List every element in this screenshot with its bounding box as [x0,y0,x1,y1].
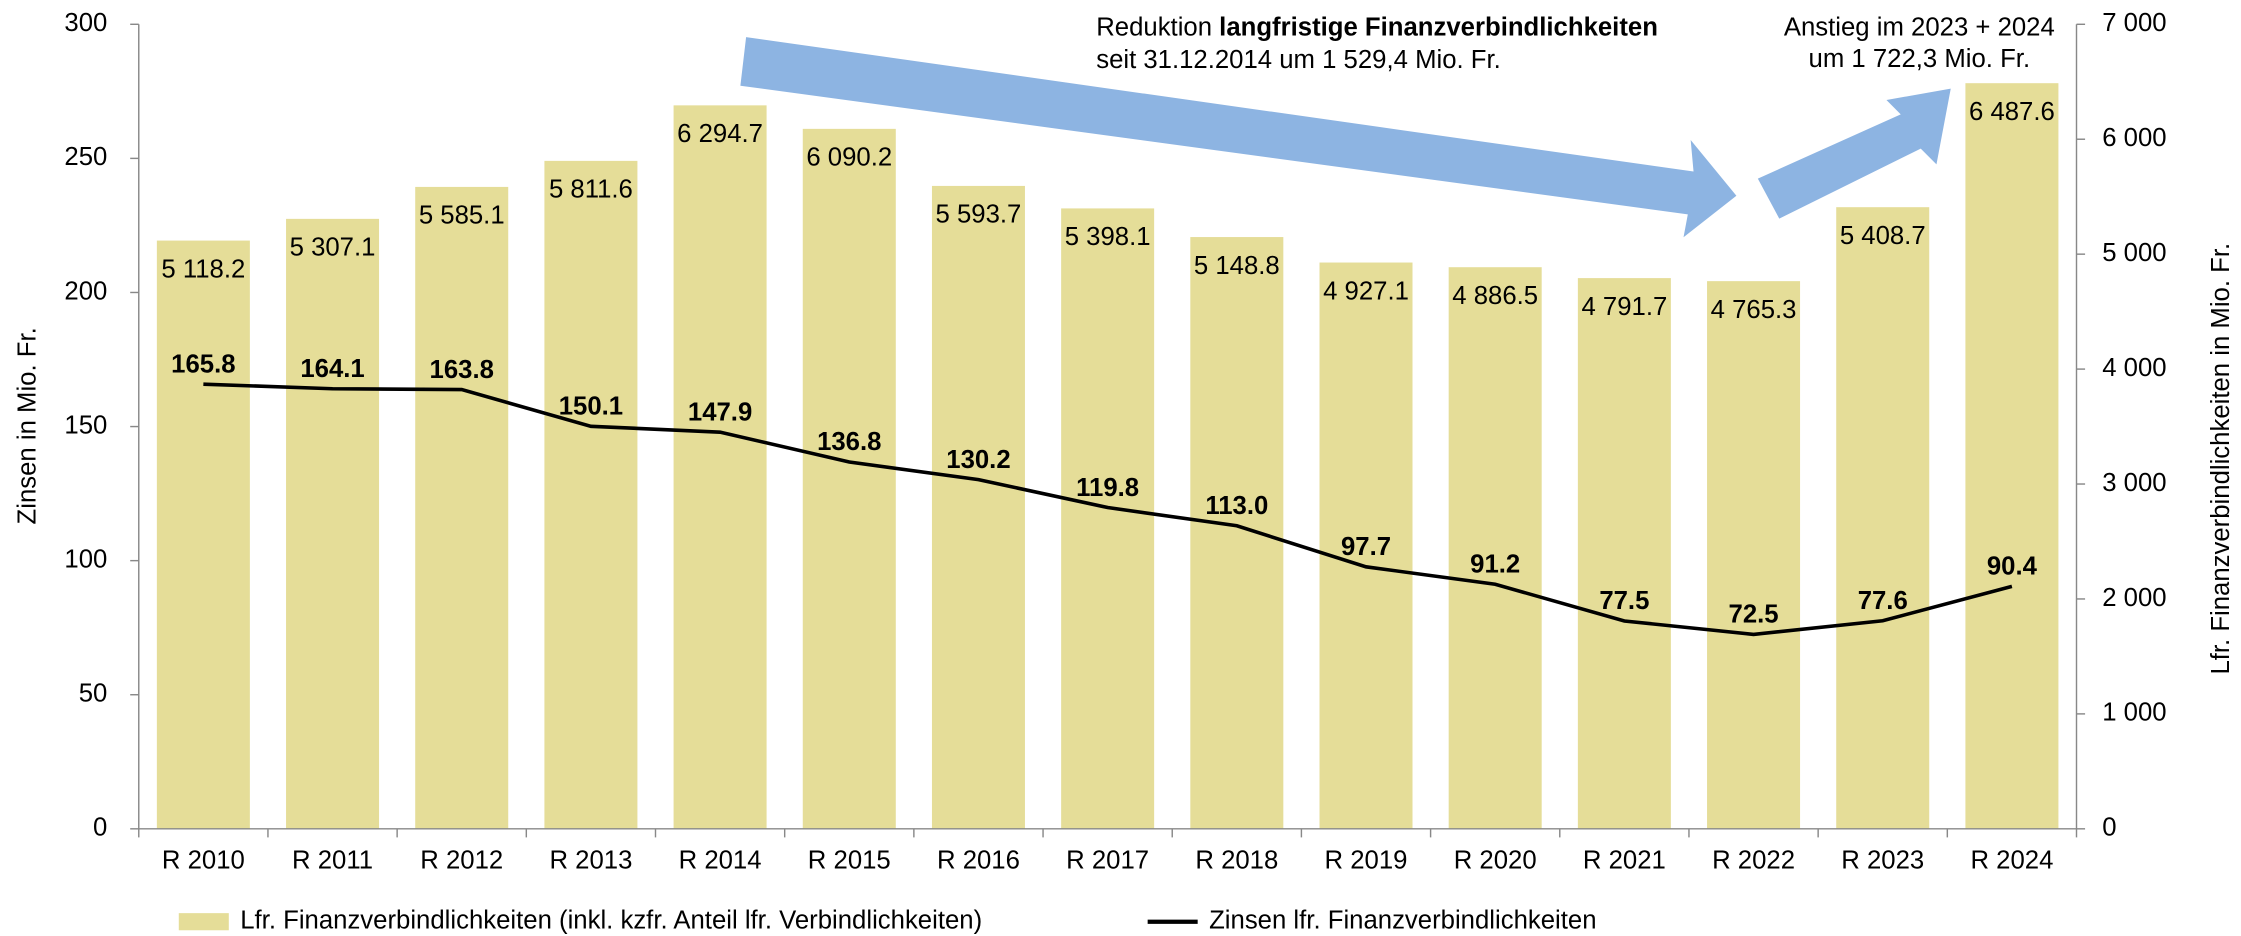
y2-tick-label: 2 000 [2102,584,2166,612]
x-tick-label: R 2016 [937,846,1020,874]
bar-value-label: 5 811.6 [549,176,633,204]
y-tick-label: 100 [64,545,107,573]
x-tick-label: R 2020 [1454,846,1537,874]
y-tick-label: 0 [93,814,107,842]
y2-axis-title: Lfr. Finanzverbindlichkeiten in Mio. Fr. [2207,243,2235,675]
bar [156,240,250,829]
annotation-increase-line2: um 1 722,3 Mio. Fr. [1809,45,2031,73]
y2-tick-label: 3 000 [2102,469,2166,497]
x-tick-label: R 2019 [1325,846,1408,874]
line-value-label: 119.8 [1076,474,1139,502]
bar-value-label: 4 791.7 [1581,293,1667,321]
bars [156,83,2059,829]
y2-tick-label: 0 [2102,814,2116,842]
legend-label: Lfr. Finanzverbindlichkeiten (inkl. kzfr… [240,907,982,935]
x-tick-label: R 2024 [1970,846,2053,874]
bar [415,186,509,829]
bar [931,185,1025,829]
line-value-label: 77.6 [1858,587,1908,615]
bar-value-label: 6 487.6 [1969,98,2055,126]
line-value-label: 97.7 [1341,533,1391,561]
bar [1190,237,1284,829]
y-tick-label: 250 [64,143,107,171]
line-value-label: 147.9 [688,398,752,426]
y-axis-title: Zinsen in Mio. Fr. [14,327,42,524]
bar [1577,278,1671,829]
y2-tick-label: 1 000 [2102,699,2166,727]
line-value-label: 164.1 [300,355,364,383]
y2-tick-label: 7 000 [2102,9,2166,37]
line-value-label: 113.0 [1205,492,1268,520]
annotation-bold: langfristige Finanzverbindlichkeiten [1219,13,1658,41]
bar [286,218,380,829]
x-tick-label: R 2021 [1583,846,1666,874]
bar-value-label: 5 398.1 [1065,223,1151,251]
bar-value-label: 4 765.3 [1711,296,1797,324]
bar [1965,83,2059,829]
bar-value-label: 6 090.2 [806,144,892,172]
y-tick-label: 300 [64,9,107,37]
bar-value-label: 5 593.7 [936,201,1022,229]
bar [1448,267,1542,829]
bar-value-label: 4 927.1 [1323,277,1409,305]
line-value-label: 163.8 [430,356,494,384]
y2-tick-label: 6 000 [2102,124,2166,152]
bar-value-label: 5 408.7 [1840,222,1926,250]
line-value-label: 91.2 [1470,550,1520,578]
x-tick-label: R 2011 [292,846,373,874]
y-tick-label: 150 [64,411,107,439]
line-value-label: 77.5 [1599,587,1649,615]
annotation-prefix: Reduktion [1096,13,1212,41]
annotation-reduction-line2: seit 31.12.2014 um 1 529,4 Mio. Fr. [1096,46,1501,74]
bar-value-label: 5 118.2 [161,255,245,283]
x-tick-label: R 2023 [1841,846,1924,874]
y2-tick-label: 5 000 [2102,239,2166,267]
bar [673,105,767,829]
reduction-arrow [740,37,1737,238]
bar-value-label: 4 886.5 [1452,282,1538,310]
line-value-label: 150.1 [559,393,623,421]
x-tick-label: R 2015 [808,846,891,874]
bar-value-label: 5 148.8 [1194,252,1280,280]
increase-arrow [1757,88,1951,219]
x-tick-label: R 2013 [549,846,632,874]
line [203,382,2013,637]
bar-value-label: 5 307.1 [290,234,376,262]
bar [1061,208,1155,829]
y-tick-label: 50 [79,680,108,708]
x-tick-label: R 2012 [420,846,503,874]
line-value-label: 90.4 [1987,553,2038,581]
bar-value-label: 5 585.1 [419,202,505,230]
line-value-label: 130.2 [946,446,1010,474]
bar [802,128,896,829]
line-value-label: 136.8 [817,428,881,456]
x-tick-label: R 2014 [679,846,762,874]
legend-swatch [178,913,229,931]
bar [1319,262,1413,829]
bar-value-label: 6 294.7 [677,120,763,148]
line-value-label: 165.8 [171,350,235,378]
annotation-reduction: Reduktion langfristige Finanzverbindlich… [1096,13,1658,41]
x-tick-label: R 2018 [1195,846,1278,874]
x-tick-label: R 2022 [1712,846,1795,874]
x-tick-label: R 2010 [162,846,245,874]
line-value-label: 72.5 [1729,601,1779,629]
bar [544,160,638,829]
bar [1836,207,1930,829]
annotation-increase: Anstieg im 2023 + 2024 [1784,13,2055,41]
y-tick-label: 200 [64,277,107,305]
x-tick-label: R 2017 [1066,846,1149,874]
bar [1707,281,1801,829]
y2-tick-label: 4 000 [2102,354,2166,382]
legend-label: Zinsen lfr. Finanzverbindlichkeiten [1209,907,1596,935]
